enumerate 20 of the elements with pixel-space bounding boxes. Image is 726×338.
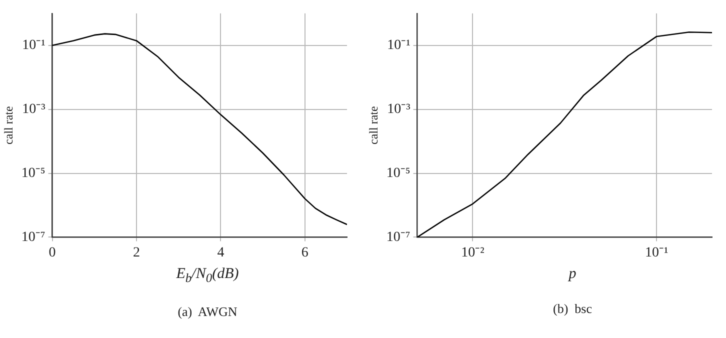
y-tick-label: 10⁻³ [387, 102, 410, 117]
y-tick-label: 10⁻¹ [387, 38, 410, 54]
y-tick-label: 10⁻¹ [22, 38, 46, 54]
y-tick-label: 10⁻³ [22, 102, 46, 117]
x-tick-label: 4 [217, 245, 224, 260]
y-tick-label: 10⁻⁷ [386, 230, 410, 245]
x-tick-label: 2 [132, 245, 140, 260]
x-tick-label: 0 [48, 245, 56, 260]
text: (a) AWGN [176, 304, 238, 320]
x-axis-title: E$_{b}$/N$_{0}$(dB) [175, 266, 240, 286]
text: (b) bsc [552, 301, 593, 317]
y-axis-title: call rate [366, 106, 380, 144]
x-axis-title: p [567, 266, 578, 283]
y-axis-title: call rate [1, 106, 16, 144]
y-tick-label: 10⁻⁵ [21, 166, 46, 181]
x-tick-label: 10⁻¹ [645, 245, 668, 260]
y-tick-label: 10⁻⁷ [21, 230, 46, 245]
x-tick-label: 6 [301, 245, 308, 260]
y-tick-label: 10⁻⁵ [386, 166, 410, 181]
x-tick-label: 10⁻² [461, 245, 484, 260]
